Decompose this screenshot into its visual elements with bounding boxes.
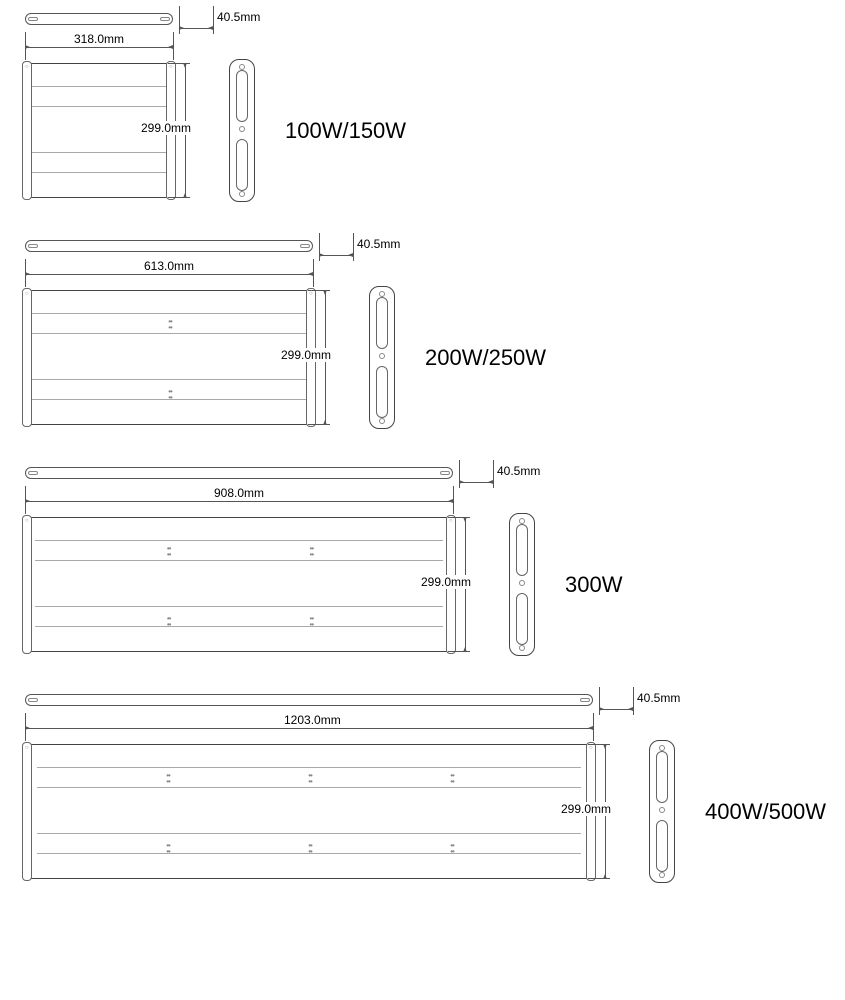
front-view: ••••••••	[25, 290, 313, 425]
mount-bracket-top	[656, 751, 668, 803]
top-profile-view: 40.5mm	[25, 237, 845, 255]
screw-marks: ••	[305, 849, 315, 854]
mount-bracket-top	[516, 524, 528, 576]
profile-bar	[25, 694, 593, 706]
screw-marks: ••	[165, 325, 175, 330]
width-dimension: 613.0mm	[25, 259, 845, 283]
main-views-row: 299.0mm 100W/150W	[25, 59, 845, 202]
mount-hole	[519, 645, 525, 651]
screw-marks: ••	[164, 552, 174, 557]
end-cap-left	[22, 288, 32, 427]
top-profile-view: 40.5mm	[25, 691, 845, 709]
screw-marks: ••	[165, 395, 175, 400]
variant-v4: 40.5mm1203.0mm••••••••••••••••••••••••29…	[25, 691, 845, 883]
mount-bracket-bottom	[376, 366, 388, 418]
mount-bracket-bottom	[236, 139, 248, 191]
thickness-dimension: 40.5mm	[217, 10, 260, 24]
width-dimension: 908.0mm	[25, 486, 845, 510]
wattage-label: 300W	[565, 572, 622, 598]
thickness-label: 40.5mm	[217, 10, 260, 24]
width-label: 318.0mm	[74, 32, 124, 46]
height-label: 299.0mm	[559, 802, 613, 816]
mount-bracket-top	[376, 297, 388, 349]
height-dimension: 299.0mm	[173, 63, 223, 198]
thickness-label: 40.5mm	[637, 691, 680, 705]
screw-marks: ••	[163, 779, 173, 784]
screw-marks: ••	[447, 779, 457, 784]
variant-v1: 40.5mm 318.0mm 299.0mm 100W/150W	[25, 10, 845, 202]
height-label: 299.0mm	[419, 575, 473, 589]
main-views-row: ••••••••299.0mm200W/250W	[25, 286, 845, 429]
main-views-row: ••••••••••••••••••••••••299.0mm400W/500W	[25, 740, 845, 883]
front-view: ••••••••••••••••••••••••	[25, 744, 593, 879]
profile-bar	[25, 467, 453, 479]
height-dimension: 299.0mm	[593, 744, 643, 879]
width-label: 1203.0mm	[284, 713, 341, 727]
top-profile-view: 40.5mm	[25, 10, 845, 28]
mount-bracket-bottom	[656, 820, 668, 872]
wattage-label: 200W/250W	[425, 345, 546, 371]
mount-hole	[239, 191, 245, 197]
mount-hole	[239, 64, 245, 70]
mount-hole	[379, 418, 385, 424]
mount-hole	[519, 580, 525, 586]
front-view: ••••••••••••••••	[25, 517, 453, 652]
side-view	[509, 513, 535, 656]
end-cap-left	[22, 515, 32, 654]
width-label: 908.0mm	[214, 486, 264, 500]
profile-bar	[25, 240, 313, 252]
side-view	[649, 740, 675, 883]
thickness-label: 40.5mm	[357, 237, 400, 251]
height-dimension: 299.0mm	[453, 517, 503, 652]
height-dimension: 299.0mm	[313, 290, 363, 425]
mount-hole	[659, 872, 665, 878]
height-label: 299.0mm	[279, 348, 333, 362]
wattage-label: 100W/150W	[285, 118, 406, 144]
end-cap-left	[22, 61, 32, 200]
technical-drawing-container: 40.5mm 318.0mm 299.0mm 100W/150W 40.5mm 613.0…	[25, 10, 845, 883]
thickness-dimension: 40.5mm	[357, 237, 400, 251]
thickness-dimension: 40.5mm	[637, 691, 680, 705]
thickness-dimension: 40.5mm	[497, 464, 540, 478]
top-profile-view: 40.5mm	[25, 464, 845, 482]
mount-bracket-bottom	[516, 593, 528, 645]
wattage-label: 400W/500W	[705, 799, 826, 825]
width-label: 613.0mm	[144, 259, 194, 273]
variant-v2: 40.5mm613.0mm••••••••299.0mm200W/250W	[25, 237, 845, 429]
variant-v3: 40.5mm908.0mm••••••••••••••••299.0mm300W	[25, 464, 845, 656]
height-label: 299.0mm	[139, 121, 193, 135]
width-dimension: 1203.0mm	[25, 713, 845, 737]
mount-hole	[519, 518, 525, 524]
end-cap-left	[22, 742, 32, 881]
screw-marks: ••	[163, 849, 173, 854]
mount-hole	[659, 745, 665, 751]
screw-marks: ••	[447, 849, 457, 854]
mount-hole	[239, 126, 245, 132]
thickness-label: 40.5mm	[497, 464, 540, 478]
side-view	[229, 59, 255, 202]
screw-marks: ••	[306, 622, 316, 627]
screw-marks: ••	[305, 779, 315, 784]
screw-marks: ••	[164, 622, 174, 627]
screw-marks: ••	[306, 552, 316, 557]
profile-bar	[25, 13, 173, 25]
width-dimension: 318.0mm	[25, 32, 845, 56]
side-view	[369, 286, 395, 429]
mount-bracket-top	[236, 70, 248, 122]
main-views-row: ••••••••••••••••299.0mm300W	[25, 513, 845, 656]
mount-hole	[659, 807, 665, 813]
mount-hole	[379, 353, 385, 359]
mount-hole	[379, 291, 385, 297]
